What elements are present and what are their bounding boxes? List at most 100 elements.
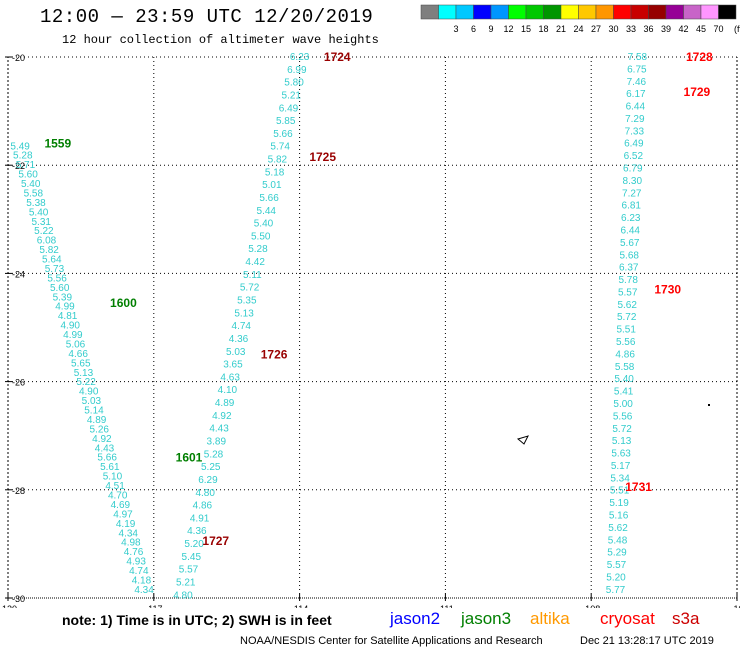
wave-height-value: 6.17 — [626, 89, 646, 100]
legend-label: 9 — [488, 24, 493, 34]
wave-height-value: 5.26 — [90, 424, 110, 435]
wave-height-value: 4.92 — [92, 434, 112, 445]
wave-height-value: 6.08 — [37, 236, 57, 247]
wave-height-value: 5.56 — [616, 337, 636, 348]
wave-height-value: 5.58 — [615, 362, 635, 373]
wave-height-value: 5.38 — [26, 198, 46, 209]
y-tick-label: -28 — [12, 486, 25, 496]
wave-height-value: 7.27 — [622, 188, 642, 199]
wave-height-value: 5.28 — [13, 151, 33, 162]
wave-height-value: 5.66 — [97, 453, 117, 464]
wave-height-value: 5.41 — [614, 387, 634, 398]
pass-time-label: 1601 — [176, 450, 203, 464]
wave-height-value: 5.66 — [273, 129, 293, 140]
wave-height-value: 5.65 — [71, 358, 91, 369]
wave-height-value: 5.67 — [620, 238, 640, 249]
wave-height-value: 4.10 — [218, 385, 238, 396]
wave-height-value: 4.91 — [190, 513, 210, 524]
legend-label: 18 — [538, 24, 548, 34]
legend-label: 12 — [503, 24, 513, 34]
wave-height-value: 4.89 — [215, 398, 235, 409]
wave-height-value: 5.40 — [29, 207, 49, 218]
wave-height-value: 5.19 — [609, 498, 629, 509]
legend-swatch — [718, 4, 737, 20]
satellite-cryosat: cryosat — [600, 609, 655, 628]
wave-height-value: 5.03 — [82, 396, 102, 407]
wave-height-value: 5.34 — [610, 473, 630, 484]
y-tick-label: -24 — [12, 269, 25, 279]
wave-height-value: 5.85 — [276, 116, 296, 127]
wave-height-value: 5.80 — [284, 78, 304, 89]
legend-units: (ft) — [734, 24, 740, 34]
wave-height-value: 6.75 — [627, 64, 647, 75]
island-dot — [708, 404, 710, 406]
wave-height-value: 6.49 — [624, 139, 644, 150]
wave-height-value: 5.40 — [254, 219, 274, 230]
wave-height-value: 6.79 — [623, 164, 643, 175]
wave-height-value: 6.23 — [621, 213, 641, 224]
wave-height-value: 5.21 — [176, 577, 196, 588]
wave-height-value: 4.51 — [105, 481, 125, 492]
wave-height-value: 6.29 — [198, 475, 218, 486]
wave-height-value: 6.44 — [626, 102, 646, 113]
wave-height-value: 4.34 — [134, 585, 154, 596]
wave-height-value: 5.44 — [257, 206, 277, 217]
legend-label: 45 — [696, 24, 706, 34]
island-outline — [516, 435, 529, 445]
y-tick-label: -26 — [12, 378, 25, 388]
wave-height-value: 4.93 — [126, 557, 146, 568]
wave-height-value: 5.06 — [66, 339, 86, 350]
wave-height-value: 5.13 — [74, 368, 94, 379]
generated-timestamp: Dec 21 13:28:17 UTC 2019 — [580, 635, 714, 647]
wave-height-value: 5.74 — [270, 142, 290, 153]
wave-height-map[interactable]: -120 -117 -114 -111 -108 -10 -20 -22 -24 -26 -28 -3… — [0, 0, 740, 608]
wave-height-value: 5.56 — [613, 411, 633, 422]
wave-height-value: 5.82 — [268, 155, 288, 166]
wave-height-value: 4.36 — [229, 334, 249, 345]
wave-height-value: 6.81 — [622, 201, 642, 212]
satellite-altika: altika — [530, 609, 570, 628]
wave-height-value: 6.23 — [290, 52, 310, 63]
wave-height-value: 5.56 — [47, 273, 67, 284]
satellite-jason2: jason2 — [390, 609, 441, 628]
wave-height-value: 4.98 — [121, 538, 141, 549]
legend-label: 3 — [453, 24, 458, 34]
x-tick-label: -111 — [437, 604, 454, 608]
wave-height-value: 6.37 — [619, 263, 639, 274]
wave-height-value: 5.51 — [616, 325, 636, 336]
wave-height-value: 5.13 — [612, 436, 632, 447]
wave-height-value: 4.66 — [68, 349, 88, 360]
legend-label: 33 — [626, 24, 636, 34]
wave-height-value: 4.34 — [119, 528, 139, 539]
wave-height-value: 6.44 — [621, 225, 641, 236]
wave-height-value: 8.30 — [623, 176, 643, 187]
wave-height-value: 4.70 — [108, 490, 128, 501]
wave-height-value: 5.03 — [226, 347, 246, 358]
wave-height-value: 5.39 — [53, 292, 73, 303]
legend-label: 6 — [471, 24, 476, 34]
wave-height-value: 5.72 — [240, 283, 260, 294]
wave-height-value: 4.81 — [58, 311, 78, 322]
wave-height-value: 4.99 — [55, 302, 75, 313]
wave-height-value: 4.90 — [79, 387, 99, 398]
wave-height-value: 5.21 — [282, 90, 302, 101]
wave-height-value: 5.20 — [184, 539, 204, 550]
x-tick-label: -114 — [291, 604, 308, 608]
wave-height-value: 5.22 — [34, 226, 54, 237]
wave-height-value: 5.72 — [612, 424, 632, 435]
wave-height-value: 4.92 — [212, 411, 232, 422]
wave-height-value: 5.28 — [204, 449, 224, 460]
wave-height-value: 7.46 — [627, 77, 647, 88]
legend-label: 39 — [661, 24, 671, 34]
wave-height-value: 4.36 — [187, 526, 207, 537]
wave-height-value: 5.18 — [265, 167, 285, 178]
pass-time-label: 1731 — [625, 480, 652, 494]
pass-time-label: 1729 — [684, 85, 711, 99]
wave-height-value: 4.86 — [193, 501, 213, 512]
legend-label: 15 — [521, 24, 531, 34]
x-tick-label: -120 — [0, 604, 17, 608]
wave-height-value: 7.33 — [625, 126, 645, 137]
wave-height-value: 5.57 — [179, 565, 199, 576]
wave-height-value: 4.19 — [116, 519, 136, 530]
